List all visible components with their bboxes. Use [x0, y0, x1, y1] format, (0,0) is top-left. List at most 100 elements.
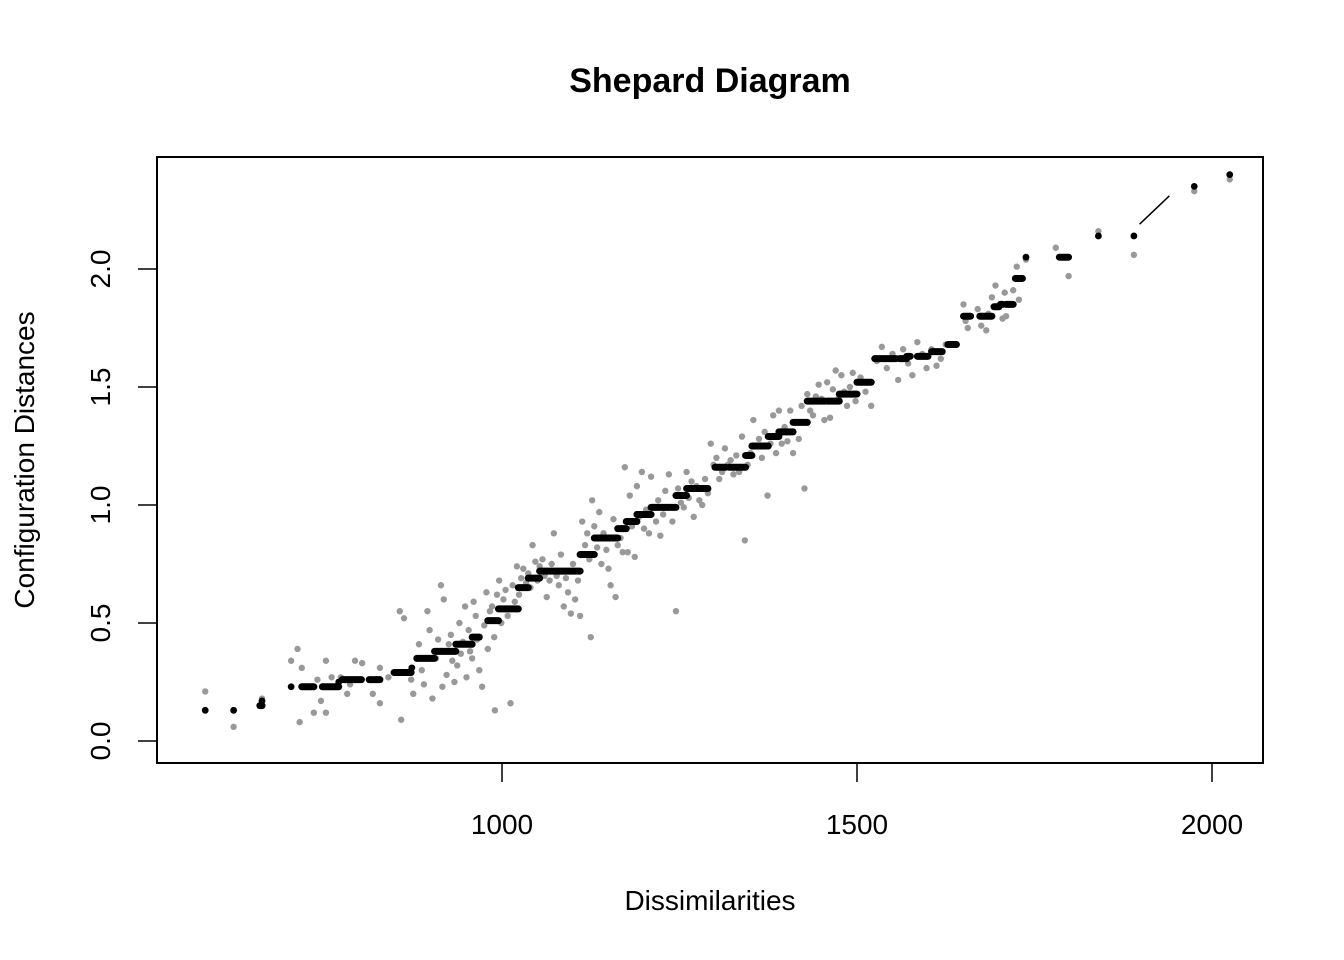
observed-point [504, 612, 511, 620]
observed-point [569, 560, 577, 568]
plot-area-frame [156, 156, 1264, 764]
observed-point [699, 501, 706, 509]
observed-point [659, 511, 667, 518]
chart-title: Shepard Diagram [569, 62, 851, 100]
observed-point [439, 683, 446, 690]
observed-point [755, 435, 763, 443]
observed-point [571, 596, 579, 603]
observed-point [328, 674, 335, 681]
observed-point [351, 657, 359, 664]
observed-point [787, 407, 794, 414]
fitted-connector-line [1139, 195, 1170, 225]
observed-point [1002, 313, 1010, 320]
observed-point [230, 723, 237, 731]
observed-point [509, 582, 516, 589]
observed-point [696, 497, 703, 504]
observed-point [657, 532, 664, 539]
observed-point [1191, 187, 1198, 195]
observed-point [376, 664, 384, 672]
observed-point [610, 515, 617, 523]
observed-point [596, 508, 603, 516]
observed-point [974, 305, 981, 313]
observed-point [607, 582, 614, 589]
observed-point [624, 549, 631, 556]
fitted-point [1130, 232, 1138, 240]
observed-point [491, 707, 499, 714]
observed-point [843, 402, 851, 410]
observed-point [626, 492, 633, 499]
observed-point [202, 688, 209, 695]
observed-point [1226, 176, 1233, 183]
observed-point [838, 372, 845, 379]
observed-point [603, 546, 610, 554]
fitted-point [201, 706, 209, 714]
observed-point [612, 593, 619, 601]
observed-point [478, 683, 486, 690]
observed-point [909, 372, 916, 379]
observed-point [784, 438, 791, 445]
observed-point [662, 487, 669, 495]
observed-point [795, 435, 802, 443]
observed-point [655, 497, 662, 504]
observed-point [369, 690, 376, 697]
observed-point [894, 376, 902, 384]
observed-point [588, 497, 596, 504]
observed-point [778, 440, 785, 447]
observed-point [322, 657, 330, 664]
observed-point [543, 593, 550, 601]
observed-point [960, 301, 967, 308]
observed-point [1052, 244, 1060, 251]
fitted-point [1190, 183, 1198, 190]
observed-point [1010, 287, 1017, 294]
observed-point [937, 355, 944, 362]
observed-point [750, 416, 757, 424]
observed-point [677, 499, 685, 506]
observed-point [529, 541, 536, 549]
observed-point [883, 364, 891, 372]
observed-point [923, 364, 930, 372]
fitted-point [408, 664, 416, 672]
observed-point [426, 626, 433, 634]
observed-point [397, 716, 405, 723]
observed-point [614, 541, 621, 549]
observed-point [992, 282, 999, 289]
observed-point [713, 454, 720, 461]
observed-point [515, 591, 523, 598]
observed-point [741, 537, 749, 544]
x-tick-label: 2000 [1181, 809, 1243, 840]
observed-point [567, 610, 575, 617]
observed-point [727, 456, 734, 464]
observed-point [862, 388, 869, 395]
observed-point [440, 596, 447, 603]
observed-point [476, 667, 483, 674]
y-axis-label: Configuration Distances [9, 311, 40, 608]
observed-point [437, 582, 445, 589]
observed-point [758, 454, 766, 461]
observed-point [914, 338, 921, 346]
observed-point [680, 504, 687, 511]
observed-point [443, 671, 450, 679]
observed-point [598, 560, 605, 568]
observed-point [707, 440, 714, 447]
y-tick-label: 0.0 [85, 722, 116, 761]
observed-point [546, 577, 553, 584]
y-tick-label: 1.0 [85, 486, 116, 525]
observed-point [688, 478, 695, 485]
observed-point [683, 468, 690, 476]
observed-point [296, 718, 303, 726]
observed-point [801, 485, 808, 492]
observed-point [434, 636, 442, 643]
observed-point [500, 596, 507, 603]
observed-point [493, 591, 501, 598]
observed-point [420, 681, 428, 688]
observed-point [410, 690, 417, 697]
observed-point [555, 582, 562, 589]
observed-point [579, 518, 586, 525]
observed-point [400, 615, 408, 622]
observed-point [849, 369, 856, 377]
observed-point [978, 322, 985, 329]
observed-point [789, 449, 797, 457]
observed-point [461, 603, 469, 610]
observed-point [539, 556, 546, 563]
